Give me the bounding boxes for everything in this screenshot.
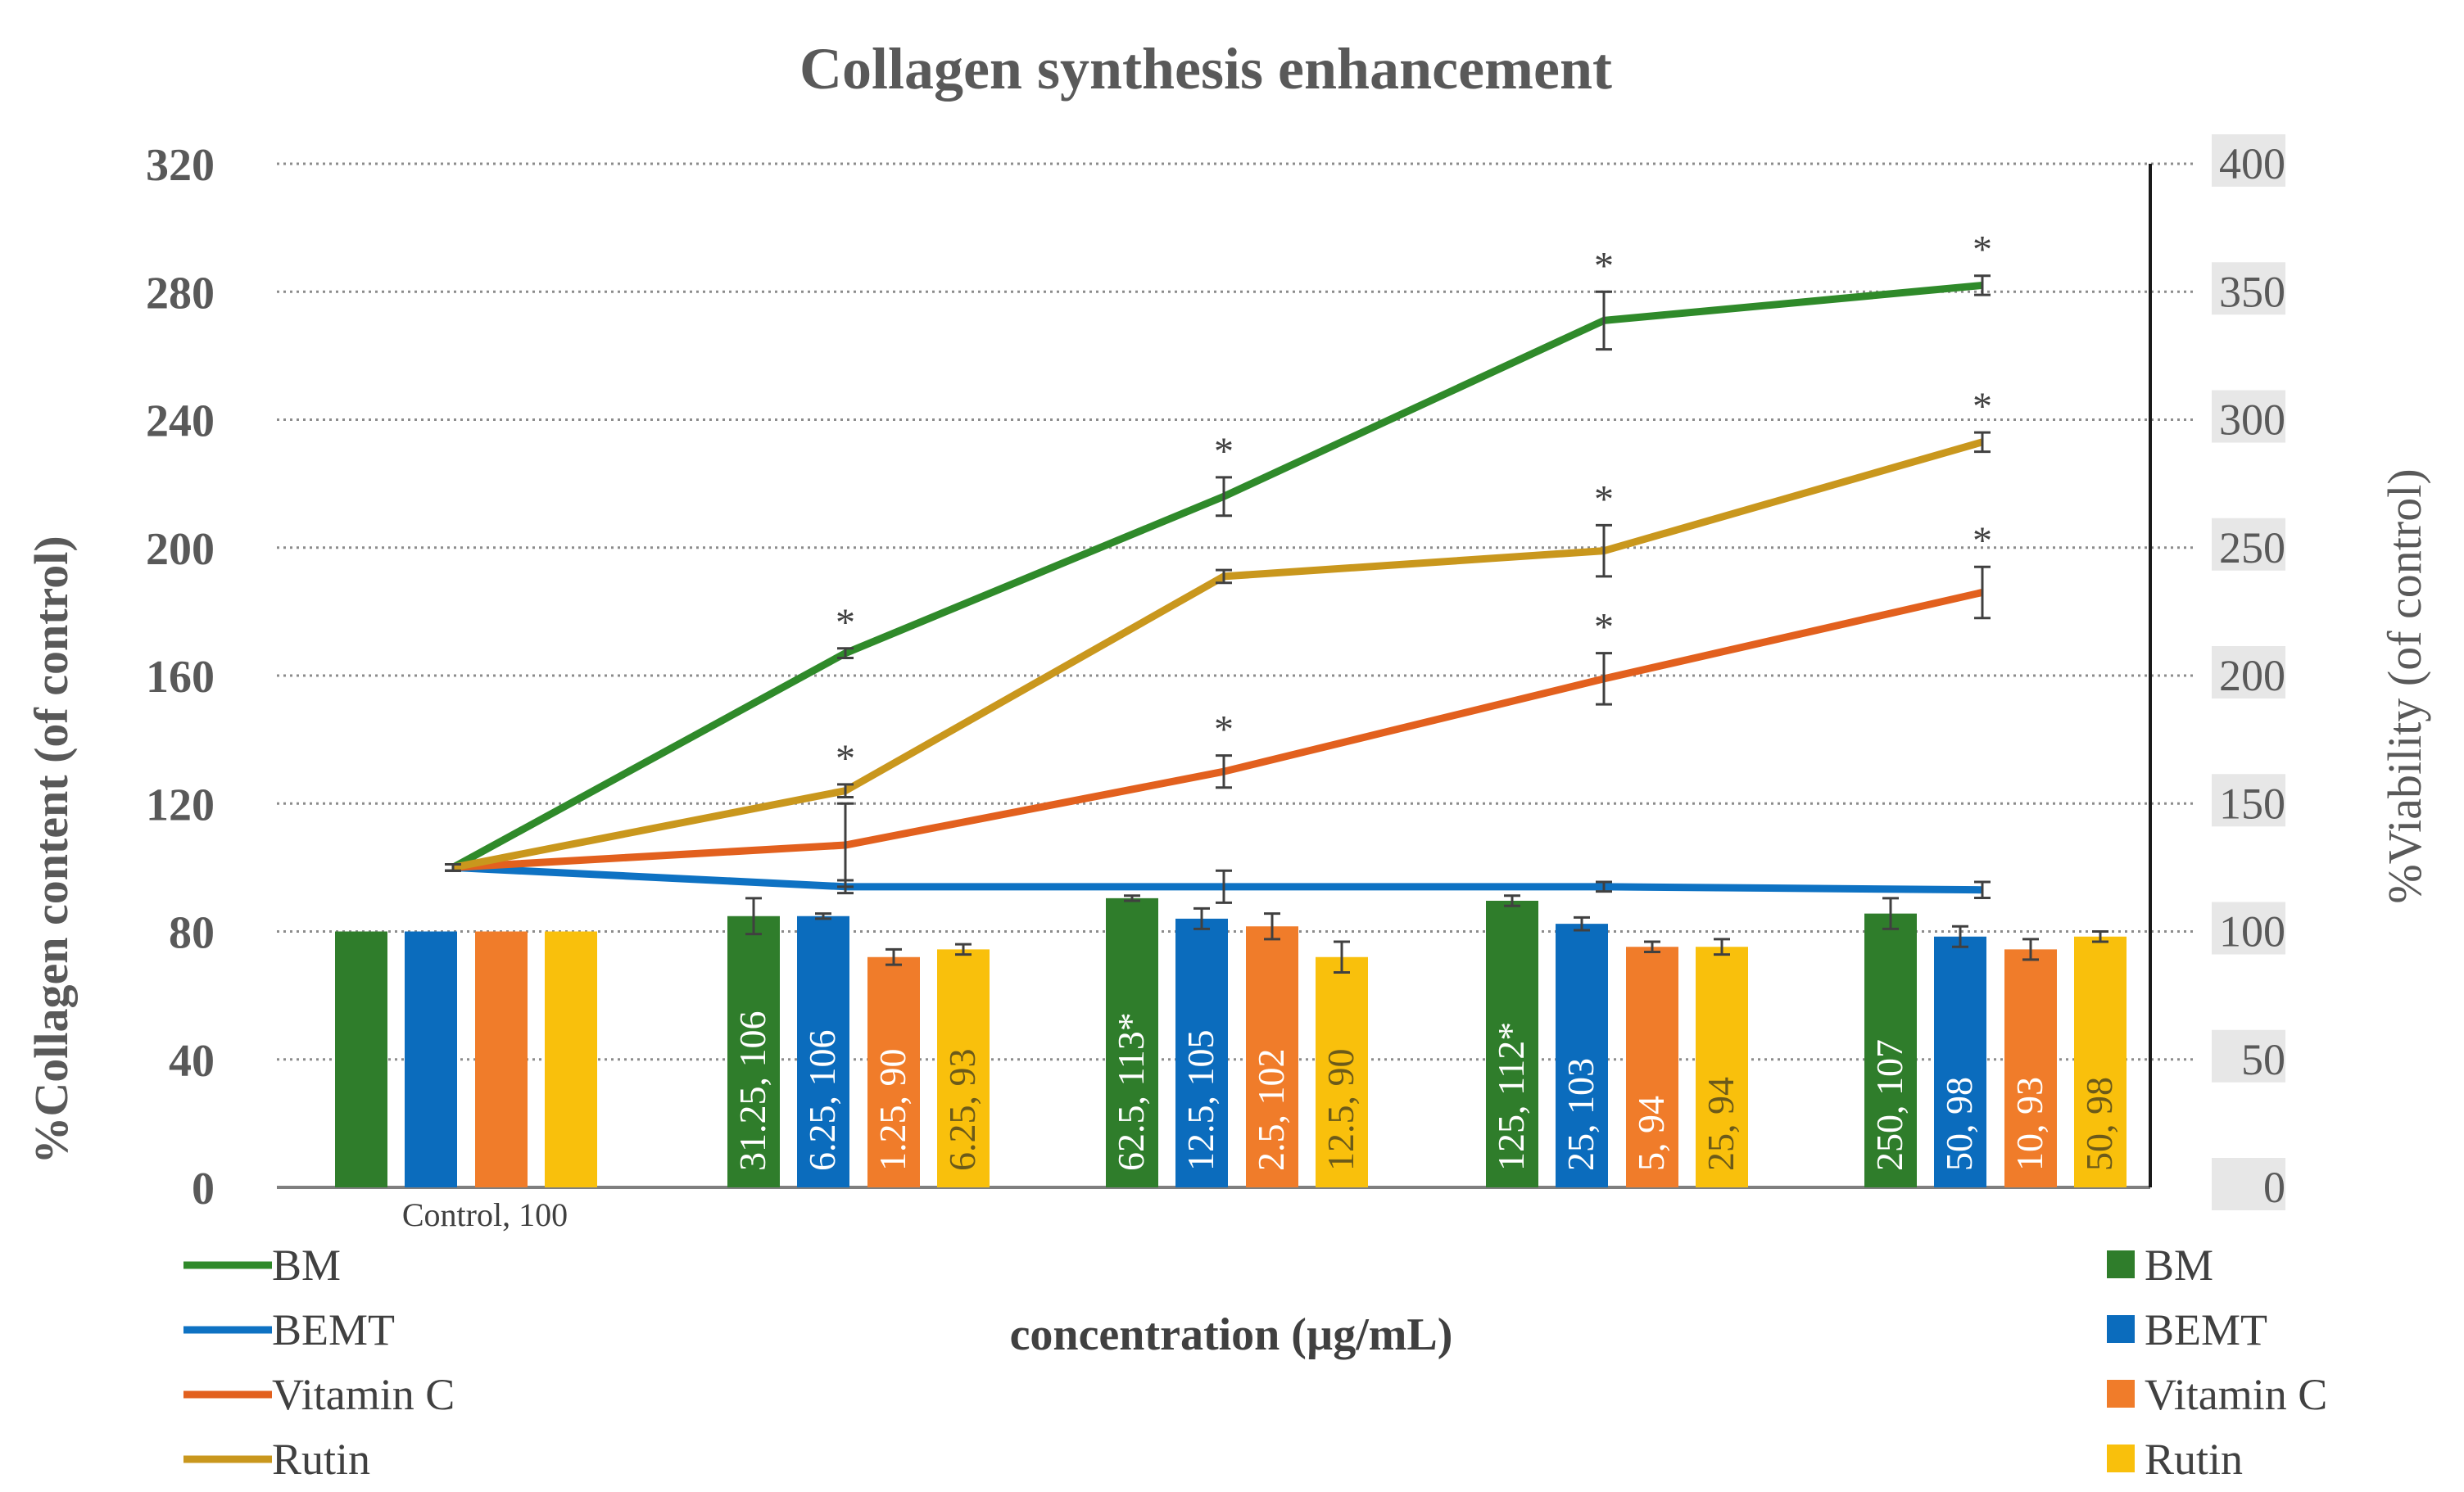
chart-title: Collagen synthesis enhancement <box>799 36 1612 102</box>
significance-star: * <box>1973 519 1992 563</box>
x-axis-title: concentration (µg/mL) <box>1010 1309 1453 1360</box>
bar-bemt <box>1556 924 1608 1187</box>
y-right-tick-bg <box>2212 390 2285 443</box>
y-left-tick-label: 200 <box>146 524 215 575</box>
significance-star: * <box>1594 244 1614 287</box>
bar-data-label: 62.5, 113* <box>1110 1012 1152 1171</box>
y-right-tick-bg <box>2212 902 2285 955</box>
legend-bar-swatch <box>2107 1380 2135 1408</box>
bar-data-label: 50, 98 <box>2078 1077 2120 1171</box>
axes: 0 0 40 50 80 100 120 150 160 200 200 250 240 300 280 35… <box>146 134 2285 1214</box>
bar-data-label: 125, 112* <box>1490 1022 1532 1171</box>
significance-star: * <box>836 737 855 780</box>
y-right-tick-bg <box>2212 262 2285 315</box>
significance-star: * <box>1214 708 1234 752</box>
significance-star: * <box>1973 385 1992 428</box>
bar-data-label: 31.25, 106 <box>732 1011 773 1172</box>
legend-bar-label: BEMT <box>2145 1305 2267 1354</box>
y-left-tick-label: 0 <box>192 1164 215 1214</box>
bar-data-label: 6.25, 106 <box>801 1030 843 1172</box>
legend-line-label: BM <box>272 1241 341 1290</box>
bar-rutin <box>545 931 597 1187</box>
y-right-tick-label: 300 <box>2219 396 2285 445</box>
y-right-tick-label: 150 <box>2219 779 2285 828</box>
y-right-tick-bg <box>2212 1029 2285 1083</box>
bar-data-label: 5, 94 <box>1630 1096 1672 1171</box>
bar-vitaminc <box>1626 947 1678 1187</box>
bar-vitaminc <box>1246 926 1298 1187</box>
y-left-tick-label: 280 <box>146 268 215 319</box>
bar-vitaminc <box>867 956 920 1187</box>
y-right-tick-label: 400 <box>2219 139 2285 188</box>
legend-bar-label: BM <box>2145 1241 2213 1290</box>
y-right-tick-bg <box>2212 134 2285 187</box>
legend-bar-label: Rutin <box>2145 1435 2243 1484</box>
bar-data-label: 10, 93 <box>2009 1077 2050 1171</box>
legend-bars: BM BEMT Vitamin C Rutin <box>2107 1241 2327 1484</box>
y-left-tick-label: 40 <box>169 1036 215 1087</box>
y-left-tick-label: 120 <box>146 780 215 830</box>
bar-rutin <box>2074 936 2127 1187</box>
significance-star: * <box>836 601 855 644</box>
legend-bar-swatch <box>2107 1250 2135 1278</box>
legend-bar-swatch <box>2107 1445 2135 1472</box>
y-axis-left-title: %Collagen content (of control) <box>25 536 78 1164</box>
bar-rutin <box>1316 956 1368 1187</box>
y-left-tick-label: 240 <box>146 396 215 447</box>
bar-data-label: 12.5, 105 <box>1180 1030 1221 1172</box>
bar-bm <box>1864 913 1917 1187</box>
line-series: * * * * * * * * * * <box>445 228 1992 904</box>
bar-bemt <box>797 916 849 1187</box>
bar-data-label: 6.25, 93 <box>941 1049 983 1172</box>
y-right-tick-label: 200 <box>2219 651 2285 700</box>
bar-bm <box>1106 897 1158 1187</box>
y-right-tick-label: 250 <box>2219 523 2285 572</box>
y-right-tick-bg <box>2212 518 2285 571</box>
y-right-tick-label: 350 <box>2219 267 2285 316</box>
bar-rutin <box>1696 947 1748 1187</box>
y-right-tick-bg <box>2212 1158 2285 1210</box>
bar-bemt <box>1934 936 1986 1187</box>
legend-bar-swatch <box>2107 1315 2135 1343</box>
y-right-tick-bg <box>2212 646 2285 699</box>
bar-data-label: 1.25, 90 <box>872 1049 913 1172</box>
bar-bemt <box>405 931 457 1187</box>
bar-rutin <box>937 949 990 1187</box>
bar-bm <box>335 931 387 1187</box>
bar-data-label: 250, 107 <box>1868 1039 1910 1171</box>
bar-data-label: 25, 103 <box>1560 1058 1601 1171</box>
bars <box>335 894 2127 1187</box>
bar-bemt <box>1175 918 1228 1187</box>
bar-bm <box>1486 901 1538 1187</box>
y-right-tick-label: 100 <box>2219 907 2285 956</box>
legend-bar-label: Vitamin C <box>2145 1370 2327 1419</box>
bar-data-label: 25, 94 <box>1700 1077 1742 1171</box>
bar-data-label: 2.5, 102 <box>1250 1049 1292 1172</box>
significance-star: * <box>1973 228 1992 272</box>
bar-vitaminc <box>475 931 528 1187</box>
legend-line-label: Vitamin C <box>272 1370 455 1419</box>
bar-vitaminc <box>2004 949 2057 1187</box>
y-left-tick-label: 80 <box>169 908 215 959</box>
y-left-tick-label: 320 <box>146 140 215 191</box>
significance-star: * <box>1214 430 1234 473</box>
bar-data-label: 12.5, 90 <box>1320 1049 1361 1172</box>
y-right-tick-bg <box>2212 774 2285 827</box>
bar-data-label: 50, 98 <box>1938 1077 1980 1171</box>
y-right-tick-label: 50 <box>2241 1035 2285 1084</box>
y-right-tick-label: 0 <box>2263 1163 2285 1212</box>
bar-bm <box>727 916 780 1187</box>
legend-line-label: BEMT <box>272 1305 395 1354</box>
y-axis-right-title: %Viability (of control) <box>2378 468 2431 903</box>
bar-labels: 31.25, 106 62.5, 113* 125, 112* 250, 107 6.2… <box>402 1011 2120 1234</box>
control-label: Control, 100 <box>402 1196 568 1233</box>
significance-star: * <box>1594 606 1614 649</box>
significance-star: * <box>1594 477 1614 521</box>
legend-line-label: Rutin <box>272 1435 370 1484</box>
legend-lines: BM BEMT Vitamin C Rutin <box>183 1241 455 1484</box>
y-left-tick-label: 160 <box>146 652 215 703</box>
